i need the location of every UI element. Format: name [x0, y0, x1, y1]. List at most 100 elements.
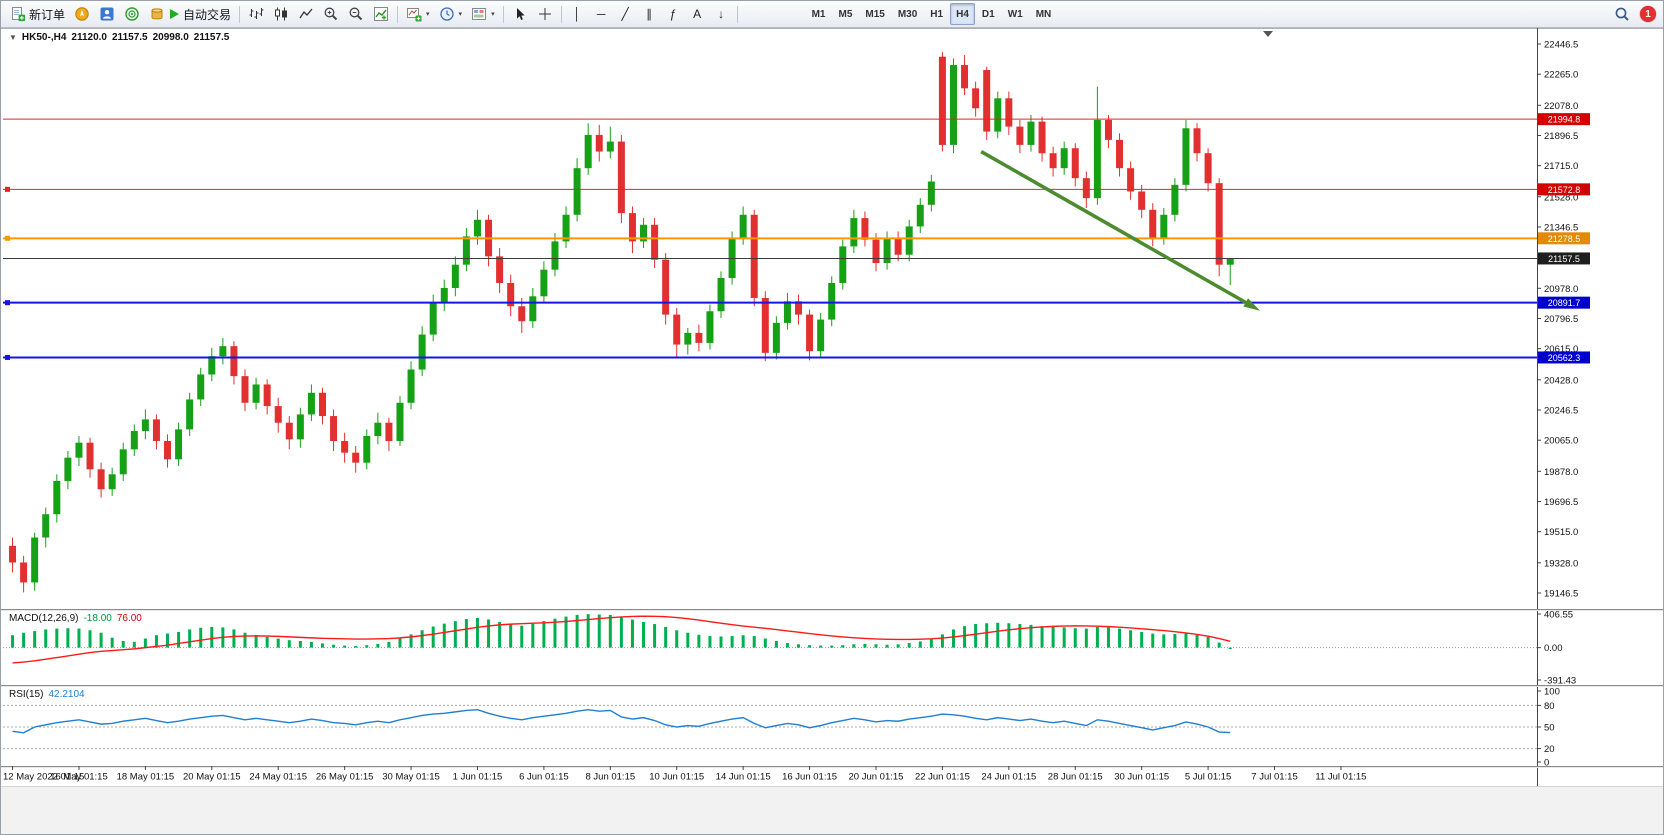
- line-handle[interactable]: [5, 235, 10, 241]
- time-axis-label: 5 Jul 01:15: [1185, 772, 1231, 783]
- timeframe-m5-button[interactable]: M5: [838, 8, 853, 20]
- timeframe-d1-button[interactable]: D1: [981, 8, 995, 20]
- price-tick-label: 22078.0: [1544, 101, 1578, 112]
- zoom-out-button[interactable]: [344, 3, 368, 25]
- crosshair-icon: [538, 8, 551, 20]
- wizard-button[interactable]: [70, 3, 94, 25]
- trendline-tool-button[interactable]: ╱: [621, 7, 629, 21]
- candle: [1082, 178, 1090, 199]
- candlestick-chart-button[interactable]: [269, 3, 293, 25]
- auto-trading-button[interactable]: 自动交易: [145, 3, 235, 25]
- price-tick-label: 19146.5: [1544, 589, 1578, 600]
- news-button[interactable]: [120, 3, 144, 25]
- candle: [795, 301, 803, 315]
- macd-histogram-bar: [907, 643, 911, 648]
- template-icon: [472, 8, 487, 20]
- crosshair-button[interactable]: [533, 3, 557, 25]
- new-order-button[interactable]: 新订单: [6, 3, 69, 25]
- indicators-icon: [374, 7, 389, 21]
- candle: [673, 314, 681, 345]
- macd-histogram-bar: [797, 644, 801, 648]
- macd-histogram-bar: [1084, 628, 1088, 648]
- fibonacci-tool-button[interactable]: ƒ: [669, 7, 677, 21]
- price-line-label-box: [1538, 183, 1590, 196]
- macd-histogram-bar: [1106, 627, 1110, 648]
- search-button[interactable]: [1610, 3, 1634, 25]
- macd-histogram-bar: [265, 636, 269, 648]
- timeframe-m30-button[interactable]: M30: [897, 8, 918, 20]
- macd-histogram-bar: [188, 629, 192, 648]
- macd-histogram-bar: [819, 645, 823, 648]
- timeframe-w1-button[interactable]: W1: [1007, 8, 1023, 20]
- indicators-button[interactable]: [369, 3, 393, 25]
- macd-histogram-bar: [664, 626, 668, 648]
- macd-histogram-bar: [33, 631, 37, 648]
- equidistant-channel-tool-button[interactable]: ∥: [646, 7, 653, 21]
- timeframe-m1-button[interactable]: M1: [811, 8, 826, 20]
- chart-area[interactable]: 22446.5 22265.0 22078.0 21896.5 21715.0 21528…: [1, 28, 1664, 786]
- timeframe-h1-button[interactable]: H1: [930, 8, 944, 20]
- candle: [318, 392, 326, 417]
- macd-histogram-bar: [44, 629, 48, 648]
- price-tick-label: 20796.5: [1544, 314, 1578, 325]
- new-order-label: 新订单: [29, 7, 66, 22]
- macd-histogram-bar: [1018, 624, 1022, 648]
- candle: [1049, 153, 1057, 169]
- toolbar-right-group: 1: [1610, 3, 1660, 25]
- candle: [739, 214, 747, 239]
- macd-histogram-bar: [1095, 626, 1099, 648]
- community-button[interactable]: [95, 3, 119, 25]
- text-tool-button[interactable]: A: [693, 7, 702, 21]
- price-line-label-box: [1538, 296, 1590, 309]
- candle: [20, 562, 28, 583]
- new-chart-button[interactable]: ▾: [402, 3, 434, 25]
- macd-histogram-bar: [276, 638, 280, 648]
- macd-histogram-bar: [154, 635, 158, 648]
- candle: [507, 282, 515, 307]
- macd-histogram-bar: [974, 624, 978, 648]
- rsi-axis-label: 80: [1544, 701, 1555, 712]
- line-handle[interactable]: [5, 186, 10, 192]
- chart-menu-arrow[interactable]: ▼: [9, 33, 17, 42]
- macd-histogram-bar: [475, 617, 479, 648]
- chart-canvas[interactable]: 22446.5 22265.0 22078.0 21896.5 21715.0 21528…: [1, 28, 1664, 786]
- notification-badge[interactable]: 1: [1640, 6, 1656, 22]
- drawing-tools-group: │ ─ ╱ ∥ ƒ A ↓: [566, 3, 733, 25]
- trend-arrow-line[interactable]: [980, 150, 1254, 308]
- timeframe-h4-button[interactable]: H4: [950, 3, 975, 25]
- line-handle[interactable]: [5, 300, 10, 306]
- macd-histogram-bar: [121, 641, 125, 648]
- candle: [916, 204, 924, 227]
- trend-arrow-head[interactable]: [1243, 298, 1261, 311]
- timeframe-m15-button[interactable]: M15: [865, 8, 885, 20]
- macd-histogram-bar: [287, 640, 291, 648]
- macd-histogram-bar: [365, 645, 369, 648]
- macd-histogram-bar: [210, 626, 214, 648]
- new-order-icon: [12, 7, 26, 22]
- candle: [241, 376, 249, 403]
- template-button[interactable]: ▾: [467, 3, 499, 25]
- line-handle[interactable]: [5, 354, 10, 360]
- macd-histogram-bar: [1228, 647, 1232, 650]
- bar-chart-button[interactable]: [244, 3, 268, 25]
- period-schedule-button[interactable]: ▾: [435, 3, 467, 25]
- line-chart-button[interactable]: [294, 3, 318, 25]
- vertical-line-tool-button[interactable]: │: [573, 7, 581, 21]
- candle: [1226, 258, 1234, 265]
- chart-shift-marker[interactable]: [1263, 31, 1273, 37]
- candle: [164, 441, 172, 460]
- macd-histogram-bar: [199, 627, 203, 648]
- arrows-tool-button[interactable]: ↓: [718, 7, 725, 21]
- cursor-button[interactable]: [508, 3, 532, 25]
- macd-histogram-bar: [863, 643, 867, 648]
- candle: [208, 356, 216, 375]
- candle: [927, 181, 935, 205]
- macd-histogram-bar: [1118, 628, 1122, 648]
- candle: [961, 65, 969, 89]
- candle: [1027, 121, 1035, 145]
- time-axis-label: 12 May 2022 01:15: [3, 772, 84, 783]
- horizontal-line-tool-button[interactable]: ─: [596, 7, 606, 21]
- timeframe-mn-button[interactable]: MN: [1035, 8, 1052, 20]
- macd-histogram-bar: [1073, 628, 1077, 648]
- zoom-in-button[interactable]: [319, 3, 343, 25]
